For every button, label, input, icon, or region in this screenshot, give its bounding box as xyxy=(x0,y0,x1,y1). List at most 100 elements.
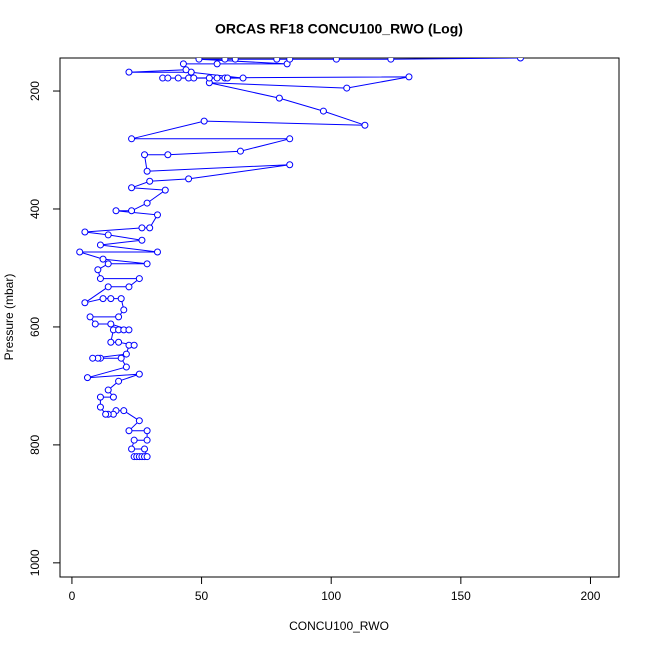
data-point xyxy=(117,295,125,303)
data-point xyxy=(86,313,94,321)
data-point xyxy=(164,74,172,82)
x-tick-label: 0 xyxy=(69,589,76,603)
plot-area xyxy=(76,58,524,461)
data-point xyxy=(273,58,281,63)
data-point xyxy=(83,374,91,382)
data-point xyxy=(94,266,102,274)
data-point xyxy=(135,370,143,378)
data-point xyxy=(361,121,369,129)
y-tick-label: 600 xyxy=(28,317,42,337)
data-point xyxy=(125,427,133,435)
data-point xyxy=(213,60,221,68)
data-point xyxy=(107,338,115,346)
data-line xyxy=(79,58,521,458)
data-point xyxy=(195,58,203,63)
data-point xyxy=(81,299,89,307)
data-point xyxy=(236,147,244,155)
data-point xyxy=(122,350,130,358)
data-point xyxy=(143,199,151,207)
data-point xyxy=(213,74,221,82)
data-point xyxy=(104,260,112,268)
data-point xyxy=(96,275,104,283)
data-point xyxy=(182,66,190,74)
data-point xyxy=(143,453,151,461)
data-point xyxy=(112,207,120,215)
chart-title: ORCAS RF18 CONCU100_RWO (Log) xyxy=(215,21,463,37)
y-tick-label: 400 xyxy=(28,199,42,219)
data-point xyxy=(91,320,99,328)
data-point xyxy=(143,167,151,175)
data-point xyxy=(96,393,104,401)
data-point xyxy=(130,341,138,349)
data-point xyxy=(128,207,136,215)
data-point xyxy=(146,224,154,232)
data-point xyxy=(104,386,112,394)
data-point xyxy=(115,313,123,321)
data-point xyxy=(125,68,133,76)
data-point xyxy=(143,427,151,435)
data-point xyxy=(89,354,97,362)
data-point xyxy=(96,403,104,411)
data-point xyxy=(115,338,123,346)
data-point xyxy=(319,107,327,115)
data-point xyxy=(128,445,136,453)
data-point xyxy=(109,393,117,401)
data-point xyxy=(174,74,182,82)
data-point xyxy=(104,283,112,291)
data-point xyxy=(117,354,125,362)
data-point xyxy=(153,248,161,256)
data-point xyxy=(286,161,294,169)
data-point xyxy=(387,58,395,63)
data-point xyxy=(104,231,112,239)
data-point xyxy=(286,58,294,63)
data-point xyxy=(125,326,133,334)
data-point xyxy=(115,377,123,385)
data-point xyxy=(185,175,193,183)
data-point xyxy=(125,283,133,291)
data-point xyxy=(141,151,149,159)
data-point xyxy=(405,73,413,81)
data-point xyxy=(143,436,151,444)
data-point xyxy=(143,260,151,268)
data-point xyxy=(200,117,208,125)
data-point xyxy=(99,295,107,303)
data-point xyxy=(231,58,239,63)
data-point xyxy=(516,58,524,62)
x-axis-label: CONCU100_RWO xyxy=(289,619,389,633)
x-tick-label: 200 xyxy=(580,589,600,603)
data-point xyxy=(190,74,198,82)
x-tick-label: 50 xyxy=(195,589,209,603)
data-point xyxy=(221,58,229,63)
data-point xyxy=(146,177,154,185)
data-point xyxy=(239,74,247,82)
data-point xyxy=(76,248,84,256)
data-point xyxy=(205,74,213,82)
data-point xyxy=(107,320,115,328)
data-point xyxy=(223,74,231,82)
data-point xyxy=(135,417,143,425)
y-tick-label: 1000 xyxy=(28,549,42,576)
y-tick-label: 200 xyxy=(28,81,42,101)
x-tick-label: 100 xyxy=(321,589,341,603)
data-point xyxy=(275,94,283,102)
data-point xyxy=(179,60,187,68)
data-point xyxy=(343,84,351,92)
data-point xyxy=(141,445,149,453)
data-point xyxy=(153,211,161,219)
y-axis-label: Pressure (mbar) xyxy=(2,274,16,361)
data-point xyxy=(130,436,138,444)
data-point xyxy=(99,255,107,263)
data-point xyxy=(102,410,110,418)
data-point xyxy=(107,295,115,303)
data-point xyxy=(81,228,89,236)
data-point xyxy=(161,186,169,194)
data-point xyxy=(120,407,128,415)
data-point xyxy=(128,135,136,143)
data-point xyxy=(135,275,143,283)
x-tick-label: 150 xyxy=(451,589,471,603)
data-point xyxy=(120,306,128,314)
data-point xyxy=(96,241,104,249)
data-point xyxy=(164,151,172,159)
data-point xyxy=(286,135,294,143)
